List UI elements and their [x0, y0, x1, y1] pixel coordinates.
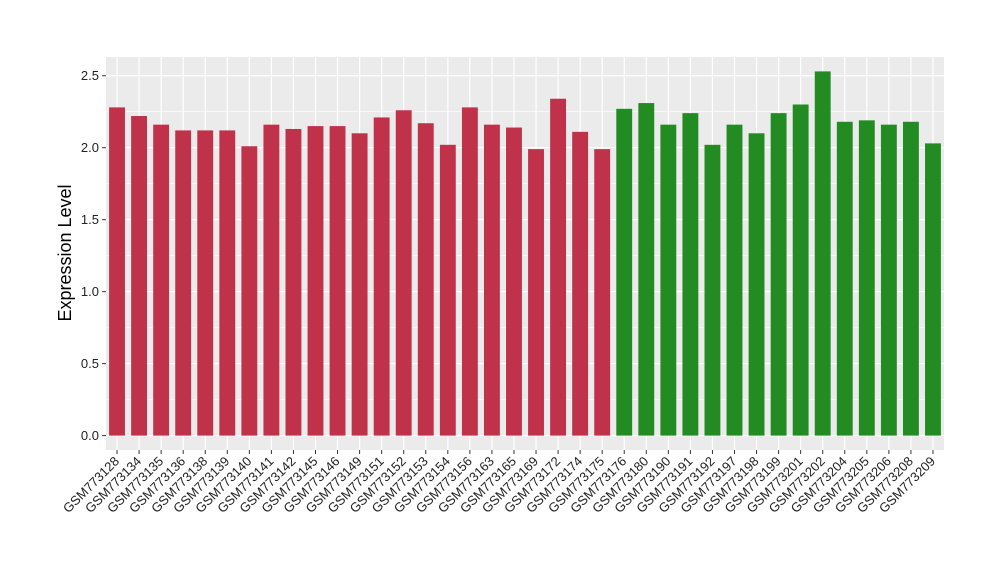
y-tick-label: 0.5 [81, 356, 99, 371]
y-axis: 0.0 0.5 1.0 1.5 2.0 2.5 [81, 68, 106, 443]
y-axis-title: Expression Level [55, 184, 75, 321]
bar-GSM773149 [351, 133, 368, 436]
y-tick-label: 1.0 [81, 284, 99, 299]
bar-GSM773172 [550, 98, 567, 436]
bar-GSM773138 [197, 130, 214, 436]
bar-GSM773175 [594, 149, 611, 436]
bar-GSM773151 [373, 117, 390, 436]
y-tick-label: 2.5 [81, 68, 99, 83]
bar-GSM773165 [506, 127, 522, 436]
bar-GSM773208 [902, 121, 919, 436]
bar-GSM773128 [109, 107, 125, 436]
bar-GSM773205 [858, 120, 875, 436]
bar-GSM773145 [307, 126, 324, 436]
bar-GSM773191 [682, 113, 699, 436]
bar-GSM773190 [660, 124, 677, 436]
y-tick-label: 2.0 [81, 140, 99, 155]
bar-GSM773154 [439, 144, 456, 436]
bar-GSM773139 [219, 130, 236, 436]
bar-GSM773140 [241, 146, 258, 436]
bar-GSM773146 [329, 126, 346, 436]
bar-GSM773153 [417, 123, 434, 436]
bar-GSM773199 [770, 113, 787, 436]
bar-GSM773198 [748, 133, 765, 436]
bar-GSM773163 [483, 124, 500, 436]
bar-GSM773201 [792, 104, 809, 436]
bar-GSM773174 [572, 131, 589, 436]
bar-GSM773192 [704, 144, 721, 436]
bar-GSM773197 [726, 124, 743, 436]
bar-GSM773202 [814, 71, 831, 436]
bar-GSM773204 [836, 121, 853, 436]
bar-GSM773169 [528, 149, 544, 436]
bar-GSM773134 [131, 116, 148, 436]
bars [109, 71, 941, 436]
bar-GSM773156 [461, 107, 478, 436]
bar-GSM773141 [263, 124, 280, 436]
bar-GSM773135 [153, 124, 170, 436]
bar-GSM773206 [880, 124, 897, 436]
x-axis: GSM773128GSM773134GSM773135GSM773136GSM7… [60, 450, 938, 516]
bar-GSM773176 [616, 108, 633, 436]
bar-GSM773136 [175, 130, 192, 436]
y-tick-label: 0.0 [81, 428, 99, 443]
bar-GSM773152 [395, 110, 412, 436]
bar-GSM773180 [638, 103, 655, 436]
bar-GSM773142 [285, 128, 302, 436]
y-tick-label: 1.5 [81, 212, 99, 227]
bar-GSM773209 [925, 143, 941, 436]
